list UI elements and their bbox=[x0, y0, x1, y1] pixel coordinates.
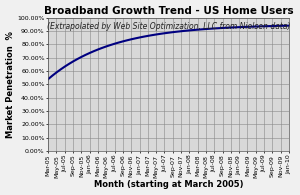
X-axis label: Month (starting at March 2005): Month (starting at March 2005) bbox=[94, 180, 243, 190]
Text: (Extrapolated by Web Site Optimization, LLC from Nielsen data): (Extrapolated by Web Site Optimization, … bbox=[47, 22, 290, 31]
Y-axis label: Market Penetration  %: Market Penetration % bbox=[6, 31, 15, 138]
Title: Broadband Growth Trend - US Home Users: Broadband Growth Trend - US Home Users bbox=[44, 5, 293, 16]
